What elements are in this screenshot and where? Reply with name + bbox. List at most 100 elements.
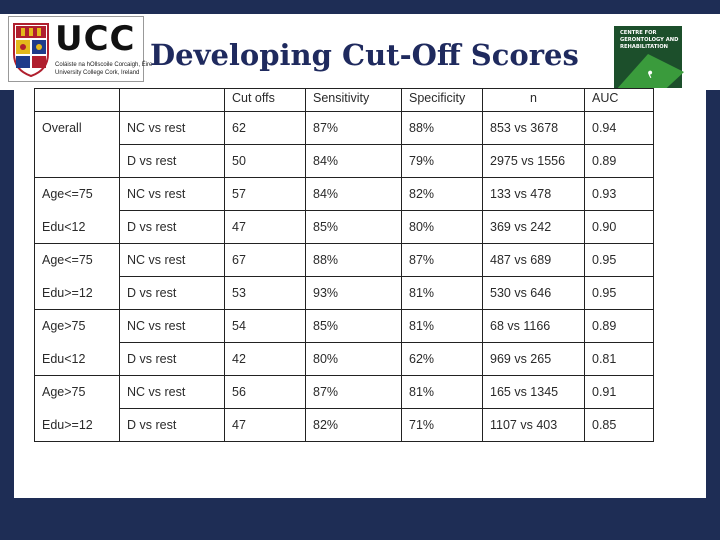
cell-n: 969 vs 265 — [482, 342, 585, 376]
cell-specificity: 62% — [401, 342, 483, 376]
svg-text:ᖰ: ᖰ — [647, 69, 656, 81]
cell-specificity: 80% — [401, 210, 483, 244]
cell-n: 1107 vs 403 — [482, 408, 585, 442]
cell-specificity: 81% — [401, 276, 483, 310]
cell-cut-off: 50 — [224, 144, 306, 178]
cell-group: Age<=75 — [34, 243, 120, 277]
cell-cut-off: 67 — [224, 243, 306, 277]
ucc-subtitle-irish: Coláiste na hOllscoile Corcaigh, Éire — [55, 62, 153, 68]
cell-cut-off: 53 — [224, 276, 306, 310]
cell-sensitivity: 87% — [305, 111, 402, 145]
cell-cut-off: 54 — [224, 309, 306, 343]
cell-auc: 0.85 — [584, 408, 654, 442]
ucc-subtitle-english: University College Cork, Ireland — [55, 70, 140, 76]
table-row: Edu>=12 D vs rest 47 82% 71% 1107 vs 403… — [34, 408, 654, 442]
table-row: Edu<12 D vs rest 42 80% 62% 969 vs 265 0… — [34, 342, 654, 376]
header-auc: AUC — [584, 88, 654, 112]
cell-group: Edu>=12 — [34, 276, 120, 310]
cell-comparison: NC vs rest — [119, 111, 225, 145]
cell-auc: 0.89 — [584, 144, 654, 178]
table-row: Edu>=12 D vs rest 53 93% 81% 530 vs 646 … — [34, 276, 654, 310]
cell-auc: 0.81 — [584, 342, 654, 376]
cell-group: Overall — [34, 111, 120, 145]
table-row: Overall NC vs rest 62 87% 88% 853 vs 367… — [34, 111, 654, 145]
table-row: D vs rest 50 84% 79% 2975 vs 1556 0.89 — [34, 144, 654, 178]
cell-auc: 0.89 — [584, 309, 654, 343]
svg-text:REHABILITATION: REHABILITATION — [620, 44, 668, 50]
cell-sensitivity: 80% — [305, 342, 402, 376]
cell-comparison: D vs rest — [119, 276, 225, 310]
cell-specificity: 87% — [401, 243, 483, 277]
ucc-subtitle: Coláiste na hOllscoile Corcaigh, Éire Un… — [55, 61, 152, 77]
cell-cut-off: 47 — [224, 408, 306, 442]
header-comparison — [119, 88, 225, 112]
cell-sensitivity: 82% — [305, 408, 402, 442]
cell-sensitivity: 88% — [305, 243, 402, 277]
cell-auc: 0.93 — [584, 177, 654, 211]
svg-text:GERONTOLOGY AND: GERONTOLOGY AND — [620, 37, 679, 43]
cell-comparison: NC vs rest — [119, 177, 225, 211]
cell-comparison: NC vs rest — [119, 243, 225, 277]
cell-auc: 0.94 — [584, 111, 654, 145]
cell-n: 487 vs 689 — [482, 243, 585, 277]
cell-group: Age>75 — [34, 309, 120, 343]
header-specificity: Specificity — [401, 88, 483, 112]
cell-specificity: 82% — [401, 177, 483, 211]
cell-n: 369 vs 242 — [482, 210, 585, 244]
cell-sensitivity: 87% — [305, 375, 402, 409]
cell-comparison: D vs rest — [119, 144, 225, 178]
cutoff-table-wrap: Cut offs Sensitivity Specificity n AUC O… — [34, 88, 654, 442]
cell-sensitivity: 85% — [305, 309, 402, 343]
cell-specificity: 88% — [401, 111, 483, 145]
cell-auc: 0.95 — [584, 276, 654, 310]
cell-specificity: 71% — [401, 408, 483, 442]
table-row: Age<=75 NC vs rest 57 84% 82% 133 vs 478… — [34, 177, 654, 211]
cell-n: 2975 vs 1556 — [482, 144, 585, 178]
cell-sensitivity: 84% — [305, 177, 402, 211]
cgr-logo-icon: CENTRE FOR GERONTOLOGY AND REHABILITATIO… — [614, 26, 684, 96]
cell-comparison: D vs rest — [119, 408, 225, 442]
cell-n: 530 vs 646 — [482, 276, 585, 310]
slide-title: Developing Cut-Off Scores — [150, 38, 579, 72]
cell-n: 853 vs 3678 — [482, 111, 585, 145]
cell-group: Edu<12 — [34, 210, 120, 244]
cell-cut-off: 62 — [224, 111, 306, 145]
cell-auc: 0.91 — [584, 375, 654, 409]
cell-specificity: 81% — [401, 375, 483, 409]
cell-cut-off: 56 — [224, 375, 306, 409]
cell-cut-off: 42 — [224, 342, 306, 376]
table-row: Age<=75 NC vs rest 67 88% 87% 487 vs 689… — [34, 243, 654, 277]
cell-auc: 0.95 — [584, 243, 654, 277]
cell-group: Age>75 — [34, 375, 120, 409]
cell-comparison: D vs rest — [119, 210, 225, 244]
cell-n: 133 vs 478 — [482, 177, 585, 211]
cell-group: Edu>=12 — [34, 408, 120, 442]
cell-comparison: D vs rest — [119, 342, 225, 376]
cell-n: 165 vs 1345 — [482, 375, 585, 409]
table-row: Edu<12 D vs rest 47 85% 80% 369 vs 242 0… — [34, 210, 654, 244]
cutoff-table: Cut offs Sensitivity Specificity n AUC O… — [34, 88, 654, 442]
ucc-crest-icon — [13, 23, 49, 78]
content-panel: Cut offs Sensitivity Specificity n AUC O… — [14, 88, 706, 498]
header-cut-offs: Cut offs — [224, 88, 306, 112]
ucc-logo: UCC Coláiste na hOllscoile Corcaigh, Éir… — [8, 16, 152, 82]
header-group — [34, 88, 120, 112]
cell-sensitivity: 93% — [305, 276, 402, 310]
table-row: Age>75 NC vs rest 54 85% 81% 68 vs 1166 … — [34, 309, 654, 343]
header-sensitivity: Sensitivity — [305, 88, 402, 112]
cell-comparison: NC vs rest — [119, 309, 225, 343]
cell-specificity: 81% — [401, 309, 483, 343]
cell-specificity: 79% — [401, 144, 483, 178]
table-row: Age>75 NC vs rest 56 87% 81% 165 vs 1345… — [34, 375, 654, 409]
cell-cut-off: 47 — [224, 210, 306, 244]
cell-group: Age<=75 — [34, 177, 120, 211]
cell-group: Edu<12 — [34, 342, 120, 376]
ucc-wordmark: UCC — [55, 19, 136, 59]
cell-n: 68 vs 1166 — [482, 309, 585, 343]
cell-sensitivity: 85% — [305, 210, 402, 244]
table-header-row: Cut offs Sensitivity Specificity n AUC — [34, 88, 654, 112]
cell-group — [34, 144, 120, 178]
cell-comparison: NC vs rest — [119, 375, 225, 409]
svg-text:CENTRE FOR: CENTRE FOR — [620, 30, 657, 36]
header-n: n — [482, 88, 585, 112]
